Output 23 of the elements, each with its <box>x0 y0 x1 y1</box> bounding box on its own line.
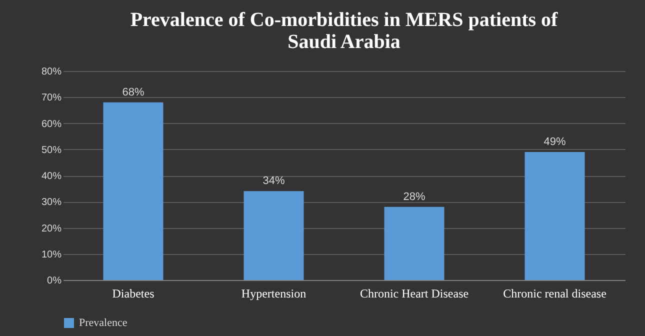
data-label: 34% <box>262 175 285 188</box>
data-label: 49% <box>544 136 566 148</box>
bar <box>384 206 444 280</box>
y-tick-label: 0% <box>47 276 62 286</box>
bar <box>244 191 304 280</box>
y-tick-label: 30% <box>41 197 62 208</box>
data-label: 28% <box>403 190 426 203</box>
bar <box>103 102 164 280</box>
y-tick-label: 50% <box>41 144 62 156</box>
x-tick-label: Chronic Heart Disease <box>360 286 469 300</box>
y-tick-label: 40% <box>41 171 62 182</box>
chart-title: Prevalence of Co-morbidities in MERS patients of Saudi Arabia <box>130 9 558 53</box>
bar <box>524 152 585 280</box>
legend-label: Prevalence <box>79 317 128 329</box>
y-tick-label: 10% <box>41 249 62 260</box>
x-tick-label: Diabetes <box>112 286 155 300</box>
x-tick-label: Chronic renal disease <box>503 286 606 300</box>
y-tick-label: 20% <box>41 223 62 234</box>
data-label: 68% <box>122 86 144 98</box>
y-tick-label: 70% <box>41 92 62 104</box>
y-tick-label: 60% <box>41 118 62 130</box>
y-tick-label: 80% <box>41 66 62 78</box>
x-tick-label: Hypertension <box>241 286 306 300</box>
